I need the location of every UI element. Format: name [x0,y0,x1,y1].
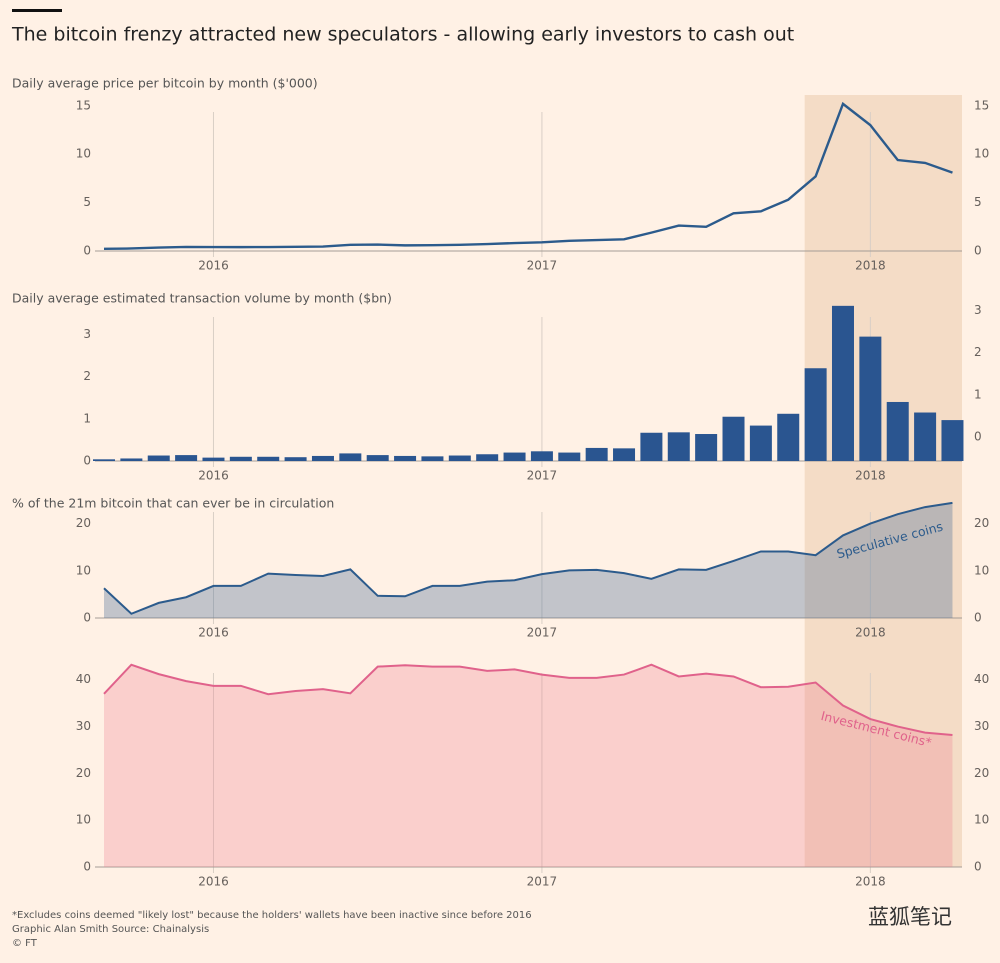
bar [914,412,937,461]
panel-subtitle: Daily average price per bitcoin by month… [12,76,318,91]
y-tick-label: 10 [76,147,91,161]
y-tick-label: 10 [76,813,91,827]
y-tick-label-right: 20 [974,766,989,780]
bar [613,448,636,461]
bar [257,456,280,461]
x-tick-label: 2018 [855,469,886,483]
y-tick-label: 0 [83,860,91,874]
bar [202,457,225,461]
bar [640,432,663,461]
y-tick-label: 30 [76,719,91,733]
y-tick-label-right: 10 [974,147,989,161]
y-tick-label-right: 10 [974,563,989,577]
title-bar [12,9,62,12]
panel-subtitle: % of the 21m bitcoin that can ever be in… [12,496,334,511]
bar [859,336,882,461]
y-tick-label-right: 5 [974,195,982,209]
x-tick-label: 2017 [527,259,558,273]
bar [831,305,854,461]
bar [366,455,389,461]
footnote: *Excludes coins deemed "likely lost" bec… [12,910,532,921]
y-tick-label: 1 [83,411,91,425]
y-tick-label: 20 [76,516,91,530]
y-tick-label: 2 [83,369,91,383]
panel-subtitle: Daily average estimated transaction volu… [12,291,392,306]
bar [530,451,553,461]
y2-tick-label: 3 [974,303,982,317]
bar [941,420,964,461]
bar [147,455,170,461]
highlight-region [804,95,962,867]
x-tick-label: 2016 [198,626,229,640]
bar [175,455,198,461]
y2-tick-label: 2 [974,345,982,359]
x-tick-label: 2018 [855,875,886,889]
y-tick-label: 0 [83,244,91,258]
bar [558,452,581,461]
x-tick-label: 2016 [198,259,229,273]
y-tick-label: 3 [83,327,91,341]
bar [749,425,772,461]
area-line [103,501,953,615]
bar [394,455,417,461]
x-tick-label: 2018 [855,259,886,273]
bar [886,401,909,461]
y2-tick-label: 1 [974,387,982,401]
x-tick-label: 2016 [198,469,229,483]
y-tick-label-right: 30 [974,719,989,733]
bar [284,457,307,461]
y-tick-label-right: 0 [974,611,982,625]
bar [120,458,143,461]
x-tick-label: 2017 [527,469,558,483]
y-tick-label-right: 15 [974,98,989,112]
bar [667,432,690,461]
y-tick-label-right: 20 [974,516,989,530]
area-fill [104,502,953,618]
y-tick-label: 0 [83,611,91,625]
bar [93,459,115,461]
bar [503,452,526,461]
y-tick-label-right: 0 [974,244,982,258]
area-fill [104,664,953,867]
bar [695,434,718,461]
bar [421,456,444,461]
chart-title: The bitcoin frenzy attracted new specula… [11,24,794,46]
x-tick-label: 2016 [198,875,229,889]
x-tick-label: 2017 [527,626,558,640]
price-line [103,101,953,250]
y-tick-label-right: 40 [974,672,989,686]
y-tick-label: 10 [76,563,91,577]
y-tick-label: 20 [76,766,91,780]
credit: Graphic Alan Smith Source: Chainalysis [12,924,209,935]
bar [585,447,608,461]
y-tick-label: 15 [76,98,91,112]
bar [448,455,471,461]
copyright: © FT [12,938,38,949]
bar [722,416,745,461]
y-tick-label: 0 [83,454,91,468]
y-tick-label-right: 0 [974,860,982,874]
y-tick-label: 5 [83,195,91,209]
bar [777,413,800,461]
bar [339,453,362,461]
bar [476,454,499,461]
x-tick-label: 2017 [527,875,558,889]
area-line [103,663,953,736]
y-tick-label: 40 [76,672,91,686]
bar [229,456,252,461]
y-tick-label-right: 10 [974,813,989,827]
bar [311,455,334,461]
watermark: 蓝狐笔记 [868,905,952,929]
y2-tick-label: 0 [974,429,982,443]
bar [804,368,827,461]
x-tick-label: 2018 [855,626,886,640]
